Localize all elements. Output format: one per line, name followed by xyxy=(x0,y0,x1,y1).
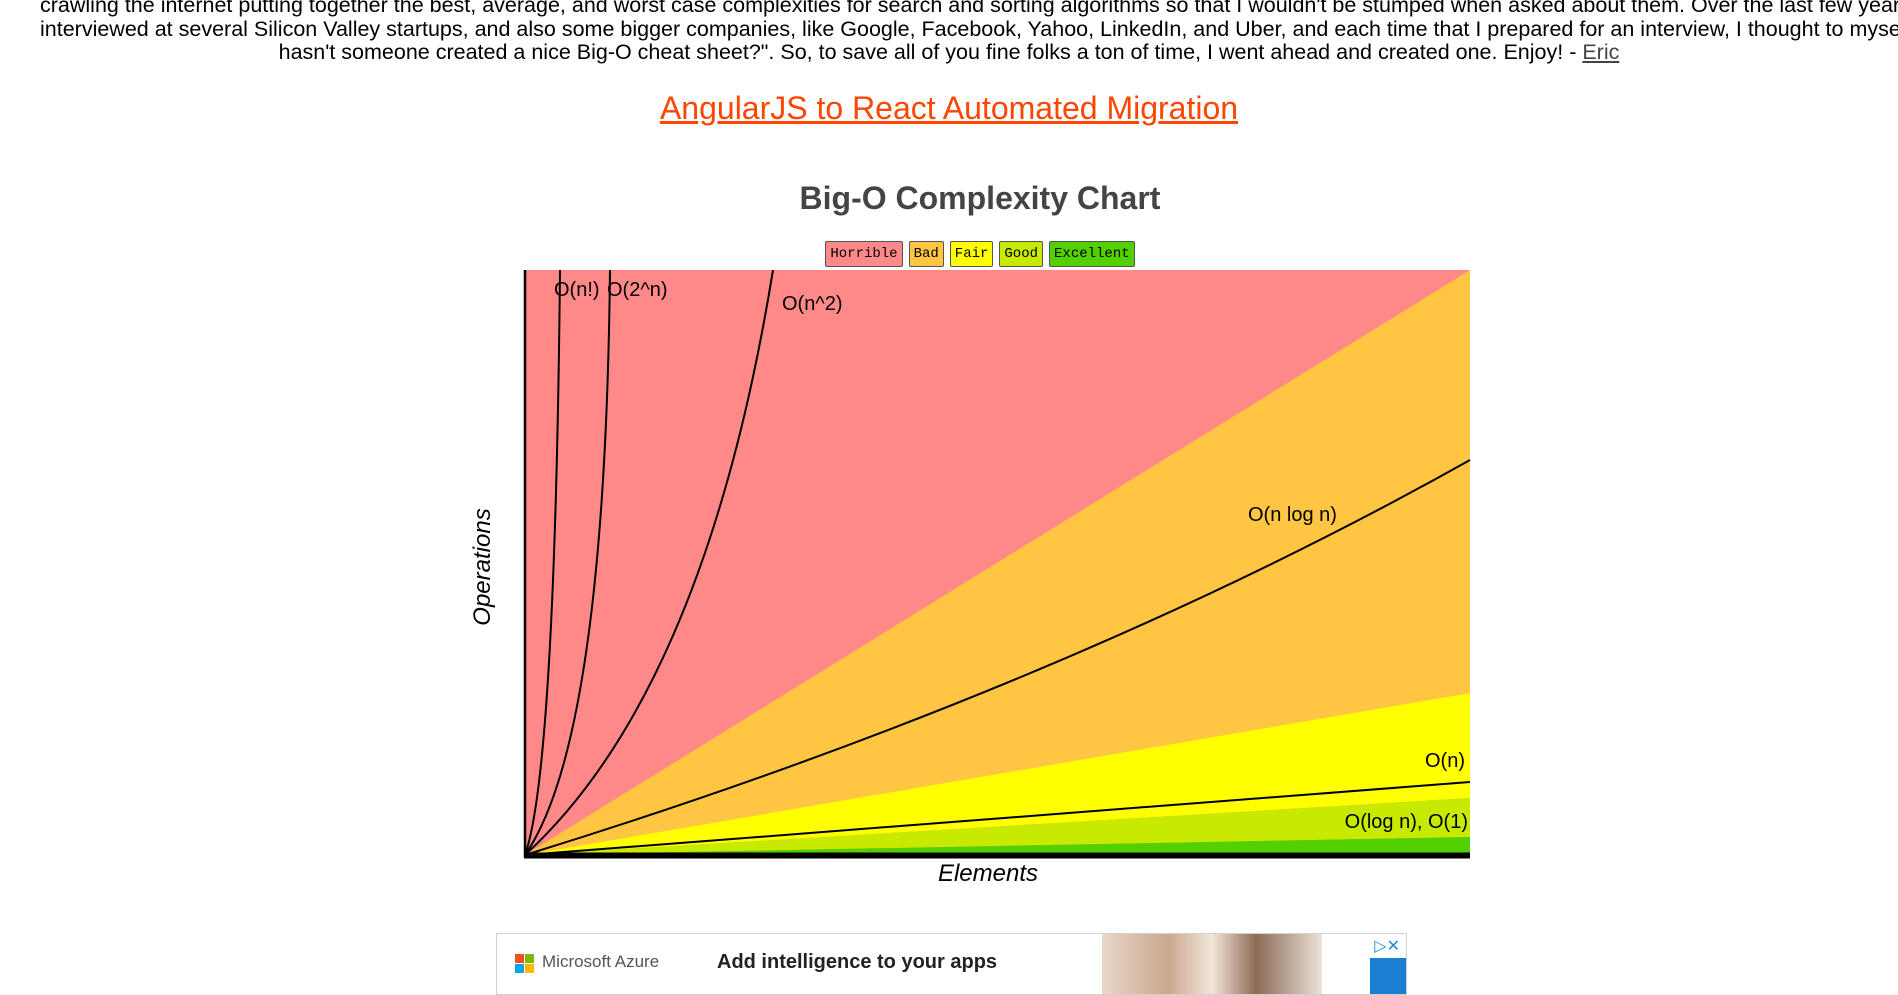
series-label-exponential: O(2^n) xyxy=(607,279,668,301)
chart-legend: Horrible Bad Fair Good Excellent xyxy=(0,241,1898,267)
author-link[interactable]: Eric xyxy=(1582,40,1620,64)
ad-photo xyxy=(1102,934,1322,994)
curve-exponential xyxy=(524,270,611,856)
x-axis-label: Elements xyxy=(938,860,1038,887)
series-label-factorial: O(n!) xyxy=(554,279,600,301)
logo-square xyxy=(525,964,534,973)
curve-linear xyxy=(524,781,1471,856)
legend-excellent: Excellent xyxy=(1049,241,1135,267)
legend-good: Good xyxy=(999,241,1044,267)
zone-bad xyxy=(525,270,1470,855)
chart-title: Big-O Complexity Chart xyxy=(799,180,1161,216)
intro-line: interviewed at several Silicon Valley st… xyxy=(40,16,1898,41)
legend-fair: Fair xyxy=(949,241,994,267)
legend-bad: Bad xyxy=(908,241,944,267)
series-label-quadratic: O(n^2) xyxy=(782,293,843,315)
promo-section: AngularJS to React Automated Migration xyxy=(0,90,1898,127)
intro-line-text: hasn't someone created a nice Big-O chea… xyxy=(278,40,1583,64)
ad-headline[interactable]: Add intelligence to your apps xyxy=(717,951,998,973)
logo-square xyxy=(515,964,524,973)
series-label-linear: O(n) xyxy=(1425,750,1465,772)
big-o-chart: O(n!) O(2^n) O(n^2) O(n log n) O(n) O(lo… xyxy=(469,270,1471,887)
y-axis-label: Operations xyxy=(469,508,496,625)
adchoices-icon[interactable]: ▷✕ xyxy=(1374,938,1400,955)
intro-paragraph: crawling the internet putting together t… xyxy=(40,0,1898,65)
logo-square xyxy=(515,954,524,963)
zone-good xyxy=(525,798,1470,855)
curve-nlogn xyxy=(524,459,1471,856)
zone-excellent xyxy=(525,837,1470,855)
series-label-log-constant: O(log n), O(1) xyxy=(1345,811,1468,833)
ad-banner[interactable]: Microsoft Azure Add intelligence to your… xyxy=(496,933,1407,995)
curve-quadratic xyxy=(524,270,774,856)
series-label-nlogn: O(n log n) xyxy=(1248,504,1337,526)
microsoft-logo-icon xyxy=(515,954,534,973)
promo-link[interactable]: AngularJS to React Automated Migration xyxy=(659,90,1239,126)
legend-horrible: Horrible xyxy=(825,241,903,267)
ad-corner-badge xyxy=(1370,958,1406,994)
logo-square xyxy=(525,954,534,963)
ad-brand: Microsoft Azure xyxy=(542,952,660,971)
intro-line: hasn't someone created a nice Big-O chea… xyxy=(40,40,1858,65)
intro-line: crawling the internet putting together t… xyxy=(40,0,1898,17)
curve-factorial xyxy=(524,270,561,856)
zone-fair xyxy=(525,693,1470,855)
